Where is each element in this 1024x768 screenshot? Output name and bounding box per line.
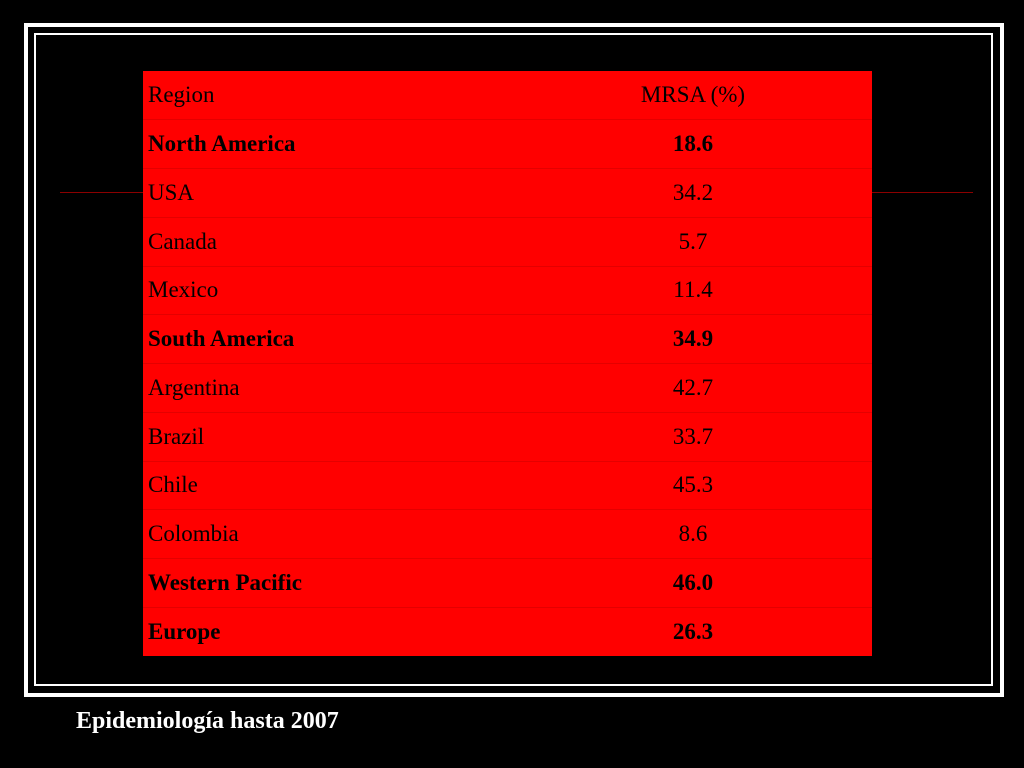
region-cell: South America	[143, 314, 598, 364]
mrsa-value-cell: 46.0	[598, 558, 872, 608]
region-cell: Argentina	[143, 363, 598, 413]
table-row: Western Pacific 46.0	[143, 558, 872, 608]
mrsa-value-cell: 33.7	[598, 411, 872, 461]
region-cell: Canada	[143, 216, 598, 266]
table-row: Canada 5.7	[143, 216, 872, 266]
mrsa-value-cell: 42.7	[598, 363, 872, 413]
table-row: North America 18.6	[143, 119, 872, 169]
table-row: Chile 45.3	[143, 460, 872, 510]
table-row: South America 34.9	[143, 314, 872, 364]
mrsa-value-cell: 8.6	[598, 509, 872, 559]
region-cell: Colombia	[143, 509, 598, 559]
region-cell: Europe	[143, 606, 598, 656]
region-cell: Mexico	[143, 265, 598, 315]
slide-caption: Epidemiología hasta 2007	[76, 708, 339, 734]
mrsa-table: Region MRSA (%) North America 18.6 USA 34.2…	[143, 71, 872, 656]
mrsa-value-cell: 5.7	[598, 216, 872, 266]
table-header-row: Region MRSA (%)	[143, 71, 872, 120]
mrsa-value-cell: 18.6	[598, 119, 872, 169]
table-row: Colombia 8.6	[143, 509, 872, 559]
table-row: Argentina 42.7	[143, 363, 872, 413]
table-row: USA 34.2	[143, 168, 872, 218]
region-cell: Western Pacific	[143, 558, 598, 608]
mrsa-value-cell: 26.3	[598, 606, 872, 656]
slide-inner-border	[34, 33, 993, 686]
region-cell: USA	[143, 168, 598, 218]
header-region: Region	[148, 82, 215, 108]
slide-outer-border	[24, 23, 1004, 697]
region-cell: Chile	[143, 460, 598, 510]
table-row: Europe 26.3	[143, 606, 872, 656]
mrsa-table-container: Region MRSA (%) North America 18.6 USA 34.2…	[143, 71, 872, 656]
region-cell: North America	[143, 119, 598, 169]
mrsa-value-cell: 45.3	[598, 460, 872, 510]
mrsa-value-cell: 11.4	[598, 265, 872, 315]
region-cell: Brazil	[143, 411, 598, 461]
table-row: Mexico 11.4	[143, 265, 872, 315]
mrsa-value-cell: 34.2	[598, 168, 872, 218]
header-mrsa: MRSA (%)	[640, 82, 746, 108]
table-row: Brazil 33.7	[143, 411, 872, 461]
mrsa-value-cell: 34.9	[598, 314, 872, 364]
